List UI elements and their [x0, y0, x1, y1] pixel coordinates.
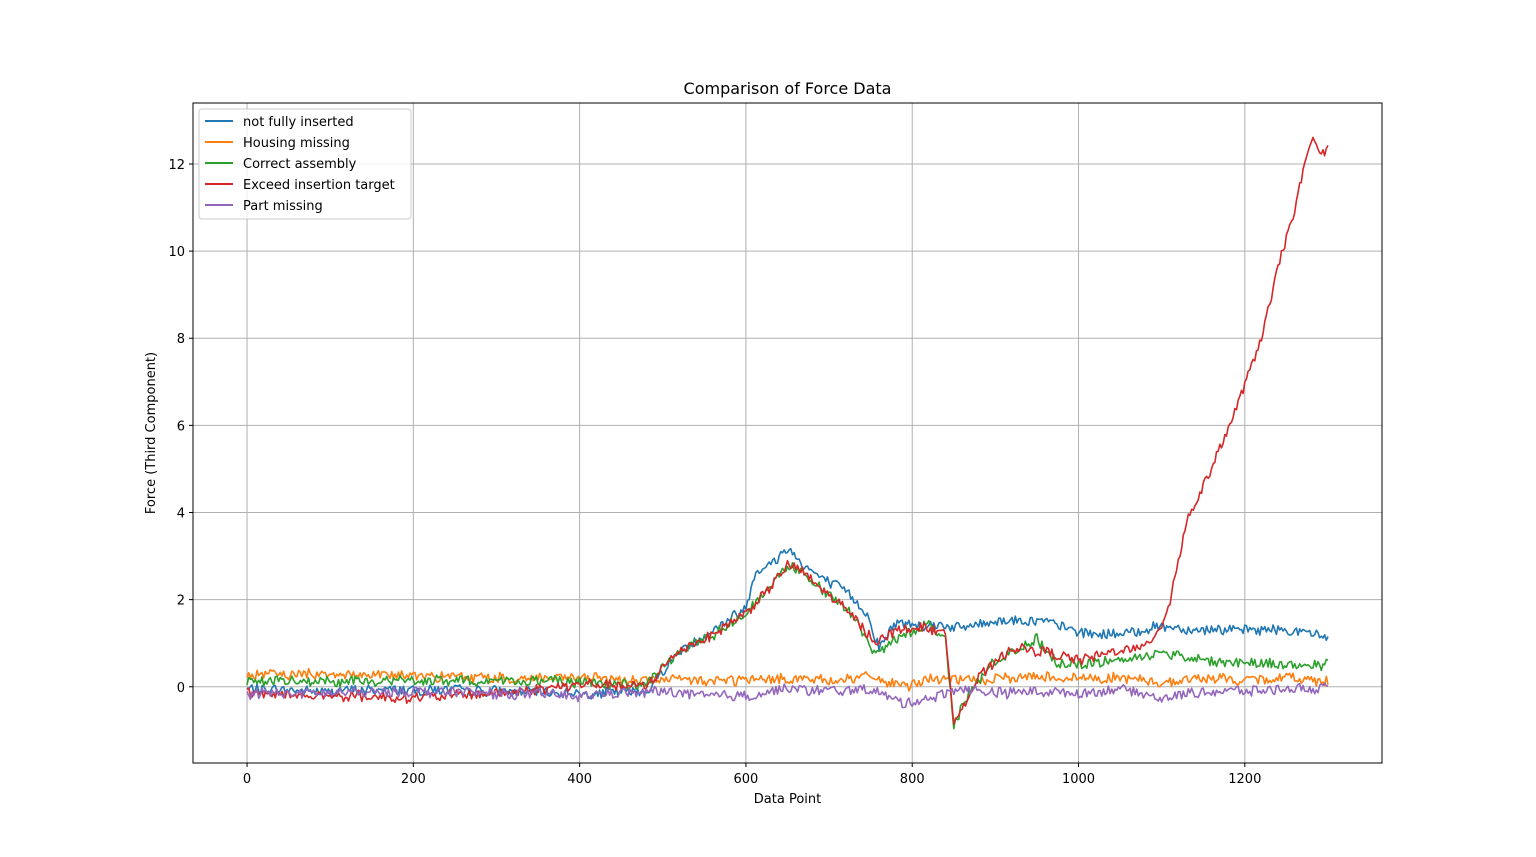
series-3: [246, 136, 1329, 725]
x-tick-label: 200: [401, 772, 426, 787]
legend: not fully inserted Housing missing Correct…: [198, 108, 412, 220]
series-2: [246, 562, 1329, 730]
x-tick-label: 600: [734, 772, 759, 787]
legend-label: Part missing: [243, 199, 323, 214]
x-axis-label: Data Point: [754, 792, 821, 807]
y-tick-label: 4: [177, 507, 185, 522]
y-tick-label: 8: [177, 332, 185, 347]
y-tick-label: 12: [168, 158, 185, 173]
x-tick-label: 800: [900, 772, 925, 787]
series-group: [246, 136, 1329, 730]
x-tick-label: 1000: [1062, 772, 1095, 787]
series-4: [246, 682, 1329, 709]
x-tick-label: 1200: [1228, 772, 1261, 787]
x-axis-ticks: 0 200 400 600 800 1000 1200: [243, 763, 1261, 787]
legend-box: [198, 108, 412, 220]
chart-title: Comparison of Force Data: [684, 79, 892, 98]
y-tick-label: 2: [177, 594, 185, 609]
y-tick-label: 10: [168, 245, 185, 260]
y-tick-label: 0: [177, 681, 185, 696]
series-1: [246, 667, 1329, 692]
x-tick-label: 0: [243, 772, 251, 787]
y-tick-label: 6: [177, 419, 185, 434]
legend-label: not fully inserted: [243, 115, 354, 130]
legend-label: Exceed insertion target: [243, 178, 395, 193]
x-tick-label: 400: [567, 772, 592, 787]
series-line: [246, 667, 1329, 692]
y-axis-ticks: 0 2 4 6 8 10 12: [168, 158, 193, 696]
legend-label: Housing missing: [243, 136, 350, 151]
series-line: [246, 562, 1329, 730]
y-axis-label: Force (Third Component): [144, 352, 159, 514]
series-line: [246, 682, 1329, 709]
grid: [193, 103, 1382, 763]
series-line: [246, 136, 1329, 725]
plot-frame: [192, 102, 1383, 764]
legend-label: Correct assembly: [243, 157, 357, 172]
